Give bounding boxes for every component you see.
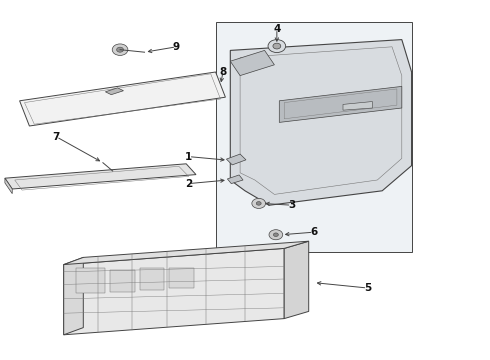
Polygon shape (230, 40, 412, 205)
Text: 3: 3 (288, 200, 295, 210)
Polygon shape (216, 22, 412, 252)
Text: 7: 7 (52, 132, 60, 142)
Text: 9: 9 (173, 42, 180, 52)
Polygon shape (226, 154, 246, 165)
Polygon shape (230, 50, 274, 76)
Polygon shape (105, 88, 123, 95)
Circle shape (268, 40, 286, 53)
Circle shape (273, 233, 278, 237)
Polygon shape (169, 268, 194, 288)
Circle shape (252, 198, 266, 208)
Polygon shape (20, 72, 225, 126)
Circle shape (256, 202, 261, 205)
Polygon shape (279, 86, 402, 122)
Polygon shape (343, 102, 372, 110)
Circle shape (117, 47, 123, 52)
Polygon shape (284, 241, 309, 319)
Text: 8: 8 (220, 67, 226, 77)
Text: 6: 6 (310, 227, 317, 237)
Polygon shape (227, 175, 243, 184)
Polygon shape (64, 257, 83, 335)
Text: 2: 2 (185, 179, 192, 189)
Circle shape (273, 43, 281, 49)
Circle shape (112, 44, 128, 55)
Polygon shape (64, 248, 284, 335)
Polygon shape (64, 241, 309, 265)
Text: 4: 4 (273, 24, 281, 34)
Polygon shape (76, 268, 105, 293)
Text: 1: 1 (185, 152, 192, 162)
Polygon shape (110, 270, 135, 292)
Circle shape (269, 230, 283, 240)
Polygon shape (5, 178, 12, 194)
Polygon shape (140, 268, 164, 290)
Text: 5: 5 (364, 283, 371, 293)
Polygon shape (5, 164, 196, 189)
